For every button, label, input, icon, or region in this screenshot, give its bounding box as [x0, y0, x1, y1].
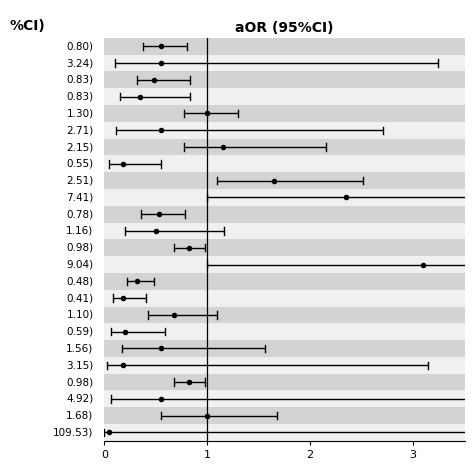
Text: 2.51): 2.51): [66, 175, 93, 186]
Text: 0.41): 0.41): [66, 293, 93, 303]
Bar: [104, 206, 465, 223]
Text: 1.30): 1.30): [66, 109, 93, 118]
Text: 0.78): 0.78): [66, 209, 93, 219]
Bar: [104, 391, 465, 407]
Text: 0.55): 0.55): [66, 159, 93, 169]
Bar: [104, 172, 465, 189]
Bar: [104, 256, 465, 273]
Text: 0.83): 0.83): [66, 75, 93, 85]
Text: 2.15): 2.15): [66, 142, 93, 152]
Text: 0.98): 0.98): [66, 243, 93, 253]
Bar: [104, 138, 465, 155]
Text: 7.41): 7.41): [66, 192, 93, 202]
Bar: [104, 122, 465, 138]
Text: 1.10): 1.10): [66, 310, 93, 320]
Text: 4.92): 4.92): [66, 394, 93, 404]
Bar: [104, 223, 465, 239]
Text: 3.24): 3.24): [66, 58, 93, 68]
Text: 0.83): 0.83): [66, 91, 93, 102]
Bar: [104, 273, 465, 290]
Bar: [104, 357, 465, 374]
Text: 1.16): 1.16): [66, 226, 93, 236]
Text: 3.15): 3.15): [66, 360, 93, 370]
Text: 0.98): 0.98): [66, 377, 93, 387]
Text: 2.71): 2.71): [66, 125, 93, 135]
Bar: [104, 239, 465, 256]
Text: 1.68): 1.68): [66, 410, 93, 420]
Bar: [104, 38, 465, 55]
Bar: [104, 55, 465, 72]
Text: 0.48): 0.48): [66, 276, 93, 286]
Bar: [104, 72, 465, 88]
Bar: [104, 374, 465, 391]
Text: 109.53): 109.53): [53, 428, 93, 438]
Bar: [104, 424, 465, 441]
Text: 9.04): 9.04): [66, 260, 93, 270]
Text: 0.59): 0.59): [66, 327, 93, 337]
Title: aOR (95%CI): aOR (95%CI): [235, 21, 334, 36]
Bar: [104, 105, 465, 122]
Bar: [104, 155, 465, 172]
Bar: [104, 290, 465, 307]
Bar: [104, 189, 465, 206]
Bar: [104, 407, 465, 424]
Bar: [104, 323, 465, 340]
Text: 0.80): 0.80): [66, 41, 93, 51]
Text: %CI): %CI): [9, 19, 45, 33]
Bar: [104, 88, 465, 105]
Bar: [104, 340, 465, 357]
Bar: [104, 307, 465, 323]
Text: 1.56): 1.56): [66, 344, 93, 354]
